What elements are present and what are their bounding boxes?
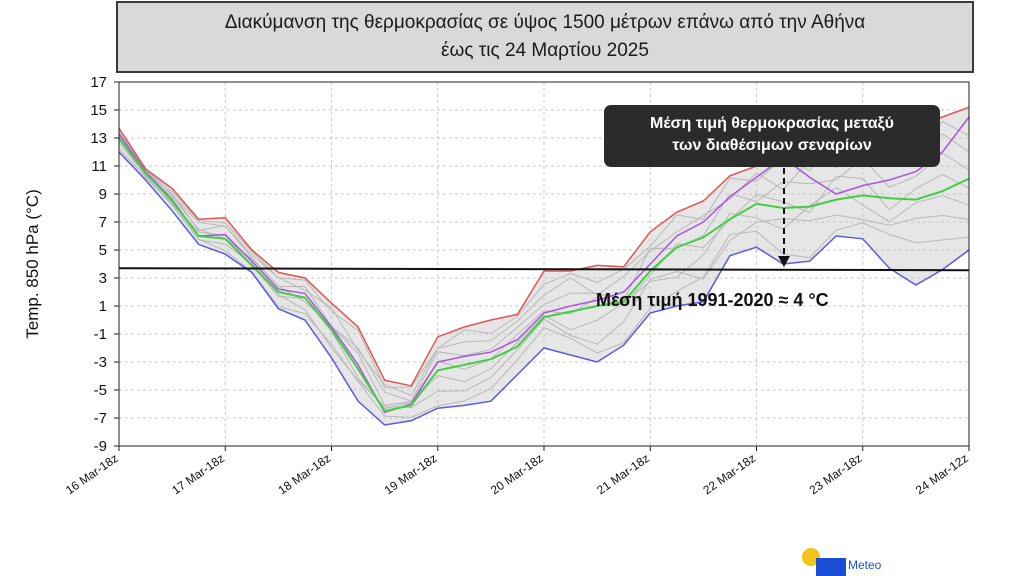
y-axis-ticks: 17 15 13 11 9 7 5 3 1 -1 -3 -5 -7 -9 bbox=[90, 74, 119, 455]
y-tick-label: 15 bbox=[90, 102, 107, 119]
scenario-line bbox=[118, 116, 970, 414]
title-line-1: Διακύμανση της θερμοκρασίας σε ύψος 1500… bbox=[224, 12, 866, 33]
y-tick-label: -3 bbox=[94, 354, 107, 371]
y-tick-label: 17 bbox=[90, 74, 107, 91]
x-tick-label: 17 Mar-18z bbox=[169, 451, 227, 497]
series-lines bbox=[118, 106, 970, 426]
y-tick-label: 7 bbox=[99, 214, 107, 231]
logo-mark-icon bbox=[816, 558, 846, 576]
y-tick-label: 9 bbox=[99, 186, 107, 203]
callout-line-1: Μέση τιμή θερμοκρασίας μεταξύ bbox=[649, 115, 894, 132]
callout-arrowhead bbox=[778, 256, 790, 267]
y-tick-label: 13 bbox=[90, 130, 107, 147]
logo-text: Meteo bbox=[848, 558, 882, 572]
x-axis-ticks: 16 Mar-18z 17 Mar-18z 18 Mar-18z 19 Mar-18z… bbox=[63, 446, 971, 497]
mean-line bbox=[118, 137, 970, 413]
min-line bbox=[118, 151, 970, 426]
sun-icon bbox=[802, 548, 820, 566]
y-tick-label: -5 bbox=[94, 382, 107, 399]
x-tick-label: 20 Mar-18z bbox=[488, 451, 546, 497]
title-line-2: έως τις 24 Μαρτίου 2025 bbox=[441, 40, 649, 61]
callout-line-2: των διαθέσιμων σεναρίων bbox=[672, 137, 872, 154]
x-tick-label: 19 Mar-18z bbox=[382, 451, 440, 497]
climatology-mean-line bbox=[118, 267, 970, 272]
x-tick-label: 18 Mar-18z bbox=[275, 451, 333, 497]
x-tick-label: 22 Mar-18z bbox=[700, 451, 758, 497]
y-axis-label: Temp. 850 hPa (°C) bbox=[23, 189, 42, 338]
y-tick-label: -9 bbox=[94, 438, 107, 455]
x-tick-label: 21 Mar-18z bbox=[594, 451, 652, 497]
y-tick-label: 1 bbox=[99, 298, 107, 315]
x-tick-label: 16 Mar-18z bbox=[63, 451, 121, 497]
meteo-logo: Meteo bbox=[802, 546, 922, 576]
x-tick-label: 24 Mar-12z bbox=[913, 451, 971, 497]
chart-title: Διακύμανση της θερμοκρασίας σε ύψος 1500… bbox=[116, 1, 974, 73]
y-tick-label: 5 bbox=[99, 242, 107, 259]
ensemble-mean-callout: Μέση τιμή θερμοκρασίας μεταξύ των διαθέσ… bbox=[604, 105, 940, 167]
x-tick-label: 23 Mar-18z bbox=[807, 451, 865, 497]
y-tick-label: 11 bbox=[91, 158, 107, 175]
y-tick-label: -7 bbox=[94, 410, 107, 427]
climatology-mean-label: Μέση τιμή 1991-2020 ≈ 4 °C bbox=[596, 290, 829, 310]
y-tick-label: 3 bbox=[99, 270, 107, 287]
y-tick-label: -1 bbox=[94, 326, 107, 343]
